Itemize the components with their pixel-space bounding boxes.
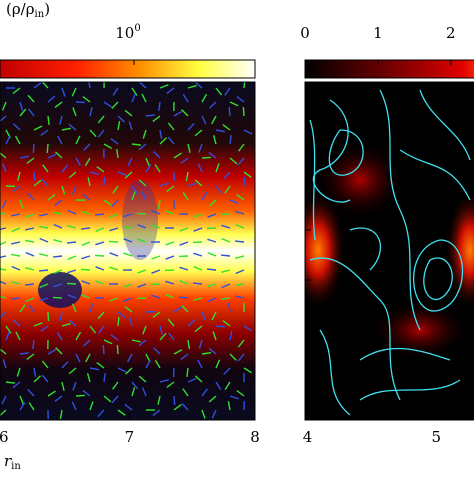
vector-arrow: [221, 255, 230, 256]
vector-arrow: [117, 345, 118, 354]
colorbar-tick-base: 10: [115, 24, 134, 42]
vector-arrow: [207, 269, 216, 270]
vector-arrow: [76, 395, 85, 396]
colorbar-label-end: ): [44, 0, 50, 18]
colorbar-tick-label: 100: [115, 23, 140, 43]
vector-arrow: [53, 297, 62, 298]
density-map-left: [0, 82, 255, 420]
vector-arrow: [47, 144, 48, 153]
vector-arrow: [48, 312, 49, 321]
vector-arrow: [244, 79, 245, 88]
x-tick-label: 8: [250, 428, 260, 446]
colorbar-tick-exponent: 0: [134, 23, 140, 34]
vector-arrow: [137, 213, 146, 214]
vector-arrow: [33, 144, 34, 153]
colorbar-tick-label: 1: [373, 24, 383, 42]
colorbar-label-main: (ρ/ρ: [6, 0, 35, 18]
x-tick-label: 7: [125, 428, 135, 446]
vector-arrow: [34, 172, 35, 181]
vector-arrow: [179, 297, 188, 298]
colorbar-tick-label: 2: [446, 24, 456, 42]
x-axis-label: rin: [4, 452, 21, 472]
vector-arrow: [243, 107, 244, 116]
vector-arrow: [103, 345, 104, 354]
colorbar-label: (ρ/ρin): [6, 0, 50, 20]
x-tick-label: 4: [303, 428, 313, 446]
vector-arrow: [76, 102, 85, 103]
vector-arrow: [81, 269, 90, 270]
vector-arrow: [104, 177, 105, 186]
vector-arrow: [123, 227, 132, 228]
vector-arrow: [118, 317, 119, 326]
vector-arrow: [216, 326, 225, 327]
vector-arrow: [193, 283, 202, 284]
vector-arrow: [229, 107, 230, 116]
vector-arrow: [67, 283, 76, 284]
x-tick-label: 6: [0, 428, 9, 446]
vector-arrow: [202, 157, 211, 158]
colorbar-left: [0, 60, 255, 78]
vector-arrow: [244, 177, 245, 186]
vector-arrow: [174, 396, 175, 405]
x-tick-label: 5: [431, 428, 441, 446]
vector-arrow: [235, 241, 244, 242]
vector-arrow: [95, 255, 104, 256]
x-axis-label-sub: in: [11, 461, 21, 472]
vector-arrow: [109, 241, 118, 242]
colorbar-tick-label: 0: [300, 24, 310, 42]
colorbar-right: [305, 60, 474, 78]
